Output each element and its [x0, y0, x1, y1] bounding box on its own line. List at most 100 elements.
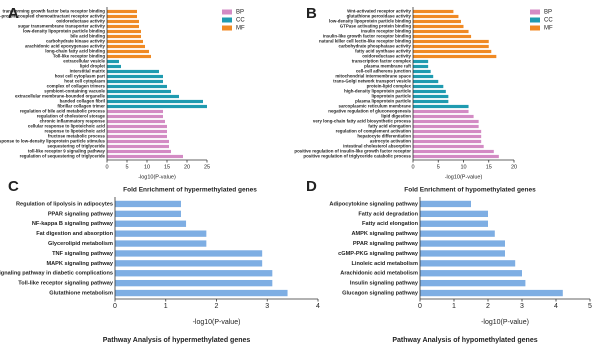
y-tick-label: cGMP-PKG signaling pathway: [338, 251, 419, 257]
y-tick-label: PPAR signaling pathway: [48, 211, 114, 217]
y-tick-label: positive regulation of insulin-like grow…: [294, 149, 411, 154]
bar: [420, 270, 522, 277]
bar: [413, 124, 479, 129]
bar: [413, 69, 431, 74]
bar: [420, 220, 488, 227]
y-tick-label: Fatty acid elongation: [362, 221, 419, 227]
y-tick-label: bile acid binding: [70, 34, 105, 39]
bar: [413, 119, 479, 124]
y-tick-label: negative regulation of gluconeogenesis: [328, 109, 411, 114]
y-tick-label: NF-kappa B signaling pathway: [32, 221, 114, 227]
bar: [413, 89, 446, 94]
bar: [413, 134, 482, 139]
y-tick-label: Arachidonic acid metabolism: [340, 271, 418, 277]
legend-label: MF: [544, 26, 553, 32]
y-tick-label: fibrillar collagen trimer: [57, 104, 105, 109]
y-tick-label: transforming growth factor beta receptor…: [3, 9, 106, 14]
x-tick-label: 10: [144, 164, 150, 170]
bar: [413, 79, 439, 84]
x-tick-label: 20: [511, 164, 517, 170]
y-tick-label: sarcoplasmic reticulum membrane: [339, 104, 412, 109]
bar: [420, 210, 488, 218]
y-tick-label: sugar transmembrane transporter activity: [18, 24, 106, 29]
legend-label: MF: [236, 26, 245, 32]
y-tick-label: trans-Golgi network transport vesicle: [333, 79, 411, 84]
x-tick-label: 1: [164, 303, 168, 310]
bar: [413, 99, 449, 104]
bar: [413, 39, 489, 44]
y-tick-label: MAPK signaling pathway: [46, 261, 113, 267]
y-tick-label: carbohydrate kinase activity: [46, 39, 106, 44]
chart-title: Fold Enrichment of hypomethylated genes: [404, 187, 536, 194]
bar: [115, 230, 207, 237]
bar: [115, 220, 187, 227]
x-axis-label: -log10(P-value): [445, 174, 483, 180]
y-tick-label: arachidonic acid epoxygenase activity: [25, 44, 106, 49]
y-tick-label: Linoleic acid metabolism: [351, 261, 418, 267]
y-tick-label: Fatty acid degradation: [358, 211, 418, 217]
bar: [413, 114, 474, 119]
bar: [107, 84, 167, 89]
bar: [107, 9, 137, 14]
y-tick-label: lipid droplet: [80, 64, 106, 69]
x-axis-label: -log10(P-value): [481, 319, 529, 326]
y-tick-label: Regulation of lipolysis in adipocytes: [16, 201, 113, 207]
x-tick-label: 2: [215, 303, 219, 310]
bar: [420, 250, 505, 257]
y-tick-label: extracellular vesicle: [63, 59, 105, 64]
y-tick-label: low-density lipoprotein particle binding: [23, 29, 105, 34]
y-tick-label: symbiont-containing vacuole: [44, 89, 105, 94]
x-tick-label: 3: [265, 303, 269, 310]
bar: [413, 54, 497, 59]
bar: [107, 109, 163, 114]
y-tick-label: Glutathione metabolism: [49, 291, 113, 297]
legend-swatch: [222, 25, 232, 31]
legend-swatch: [530, 9, 540, 15]
bar: [413, 29, 469, 34]
bar: [107, 49, 149, 54]
bar: [115, 289, 288, 297]
y-tick-label: Glucagon signaling pathway: [342, 291, 419, 297]
x-tick-label: 15: [164, 164, 170, 170]
bar: [413, 44, 489, 49]
y-tick-label: regulation of complement activation: [336, 129, 412, 134]
y-tick-label: fatty acid synthase activity: [355, 49, 411, 54]
x-tick-label: 1: [452, 303, 456, 310]
y-tick-label: Toll-like receptor signaling pathway: [18, 281, 114, 287]
y-tick-label: hepatocyte differentiation: [357, 134, 411, 139]
y-tick-label: TNF signaling pathway: [52, 251, 114, 257]
y-tick-label: interstitial matrix: [70, 69, 106, 74]
y-tick-label: intestinal cholesterol absorption: [343, 144, 411, 149]
bar: [420, 200, 471, 208]
y-tick-label: complex of collagen trimers: [47, 84, 106, 89]
bar: [115, 240, 207, 247]
chart-title: Fold Enrichment of hypermethylated genes: [123, 187, 257, 194]
y-tick-label: natural killer cell lectin-like receptor…: [319, 39, 411, 44]
bar: [107, 29, 141, 34]
bar: [107, 94, 179, 99]
y-tick-label: fatty acid elongation: [368, 124, 411, 129]
y-tick-label: regulation of bile acid metabolic proces…: [20, 109, 106, 114]
bar: [107, 39, 143, 44]
x-tick-label: 20: [184, 164, 190, 170]
bar: [413, 84, 444, 89]
bar: [413, 24, 464, 29]
y-tick-label: mitochondrial intermembrane space: [335, 74, 411, 79]
x-tick-label: 0: [411, 164, 414, 170]
legend-label: CC: [236, 18, 245, 24]
bar: [413, 34, 472, 39]
y-tick-label: lipid digestion: [381, 114, 411, 119]
bar: [107, 104, 207, 109]
bar: [107, 24, 139, 29]
y-tick-label: plasma lipoprotein particle: [355, 99, 411, 104]
y-tick-label: response to lipoteichoic acid: [44, 129, 105, 134]
y-tick-label: long-chain fatty acid binding: [45, 49, 105, 54]
x-tick-label: 10: [460, 164, 466, 170]
panel-label: A: [8, 5, 19, 22]
bar: [107, 44, 145, 49]
x-tick-label: 5: [437, 164, 440, 170]
x-tick-label: 0: [105, 164, 108, 170]
bar: [420, 289, 563, 297]
bar: [107, 14, 137, 19]
bar: [413, 19, 461, 24]
